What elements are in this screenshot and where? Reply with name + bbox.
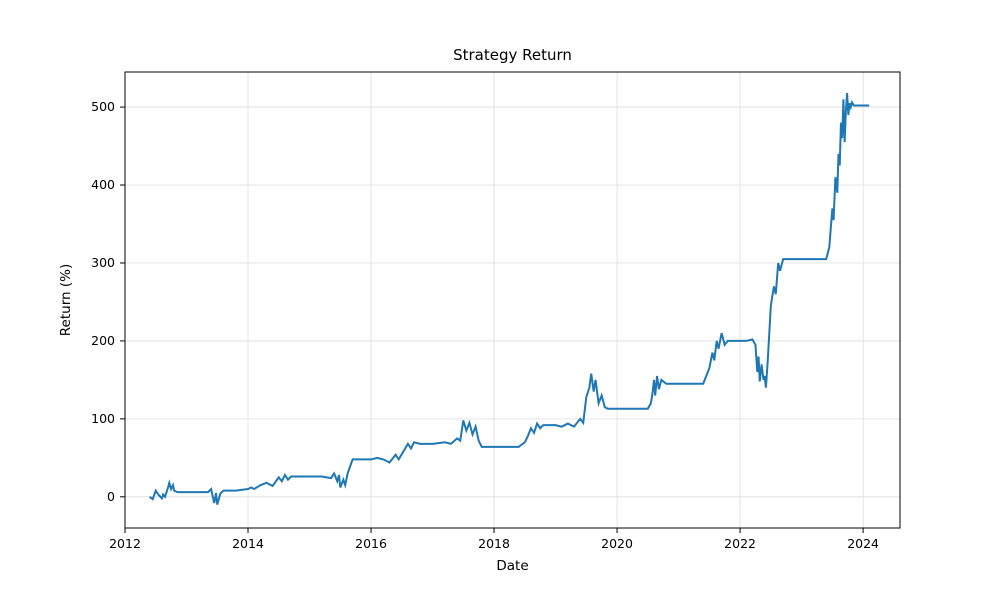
x-tick-label: 2016 (355, 536, 387, 551)
y-tick-label: 500 (91, 99, 115, 114)
x-axis-label: Date (496, 558, 528, 574)
y-tick-label: 200 (91, 333, 115, 348)
y-axis-label: Return (%) (58, 264, 74, 336)
strategy-return-chart: 2012 2014 2016 2018 2020 2022 2024 0 100 200 300 40… (0, 0, 1000, 600)
x-tick-label: 2014 (232, 536, 264, 551)
x-tick-label: 2024 (847, 536, 879, 551)
x-tick-label: 2012 (109, 536, 141, 551)
chart-title: Strategy Return (453, 46, 572, 64)
y-tick-label: 0 (107, 489, 115, 504)
y-tick-label: 300 (91, 255, 115, 270)
y-tick-label: 100 (91, 411, 115, 426)
y-tick-label: 400 (91, 177, 115, 192)
x-tick-label: 2022 (724, 536, 756, 551)
chart-container: 2012 2014 2016 2018 2020 2022 2024 0 100 200 300 40… (0, 0, 1000, 600)
x-tick-label: 2018 (478, 536, 510, 551)
x-tick-label: 2020 (601, 536, 633, 551)
